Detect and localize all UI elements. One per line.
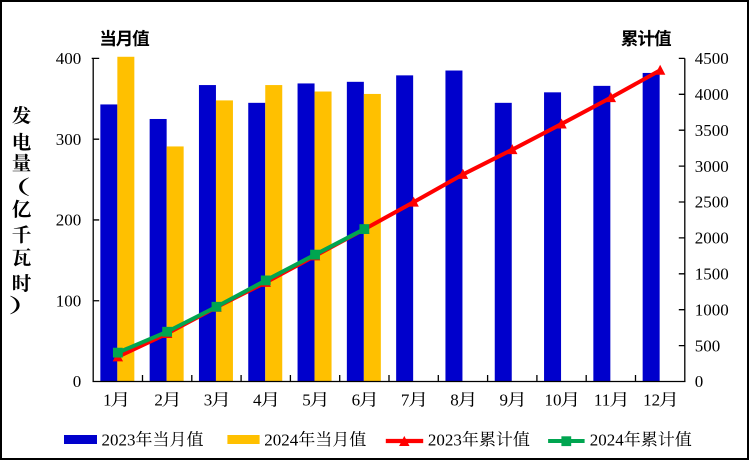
svg-text:2: 2 — [154, 391, 163, 410]
svg-text:2024: 2024 — [264, 430, 299, 449]
svg-text:400: 400 — [56, 49, 82, 68]
svg-text:100: 100 — [56, 291, 82, 310]
svg-text:2023: 2023 — [428, 430, 462, 449]
svg-text:11: 11 — [594, 391, 610, 410]
svg-text:3: 3 — [204, 391, 213, 410]
svg-text:1: 1 — [103, 391, 112, 410]
svg-text:8: 8 — [450, 391, 459, 410]
svg-text:2023: 2023 — [102, 430, 136, 449]
svg-text:3500: 3500 — [695, 121, 729, 140]
svg-text:500: 500 — [695, 336, 721, 355]
svg-text:3000: 3000 — [695, 157, 729, 176]
svg-text:2024: 2024 — [590, 430, 625, 449]
svg-text:7: 7 — [401, 391, 410, 410]
svg-text:2000: 2000 — [695, 229, 729, 248]
svg-text:12: 12 — [643, 391, 660, 410]
svg-text:1500: 1500 — [695, 264, 729, 283]
svg-text:5: 5 — [302, 391, 311, 410]
svg-text:300: 300 — [56, 130, 82, 149]
svg-text:4500: 4500 — [695, 49, 729, 68]
svg-text:10: 10 — [545, 391, 562, 410]
svg-text:1000: 1000 — [695, 300, 729, 319]
svg-text:0: 0 — [695, 372, 704, 391]
svg-text:4000: 4000 — [695, 85, 729, 104]
svg-text:4: 4 — [253, 391, 262, 410]
svg-text:0: 0 — [73, 372, 82, 391]
svg-text:6: 6 — [352, 391, 361, 410]
svg-text:200: 200 — [56, 211, 82, 230]
svg-text:9: 9 — [500, 391, 509, 410]
svg-text:2500: 2500 — [695, 193, 729, 212]
